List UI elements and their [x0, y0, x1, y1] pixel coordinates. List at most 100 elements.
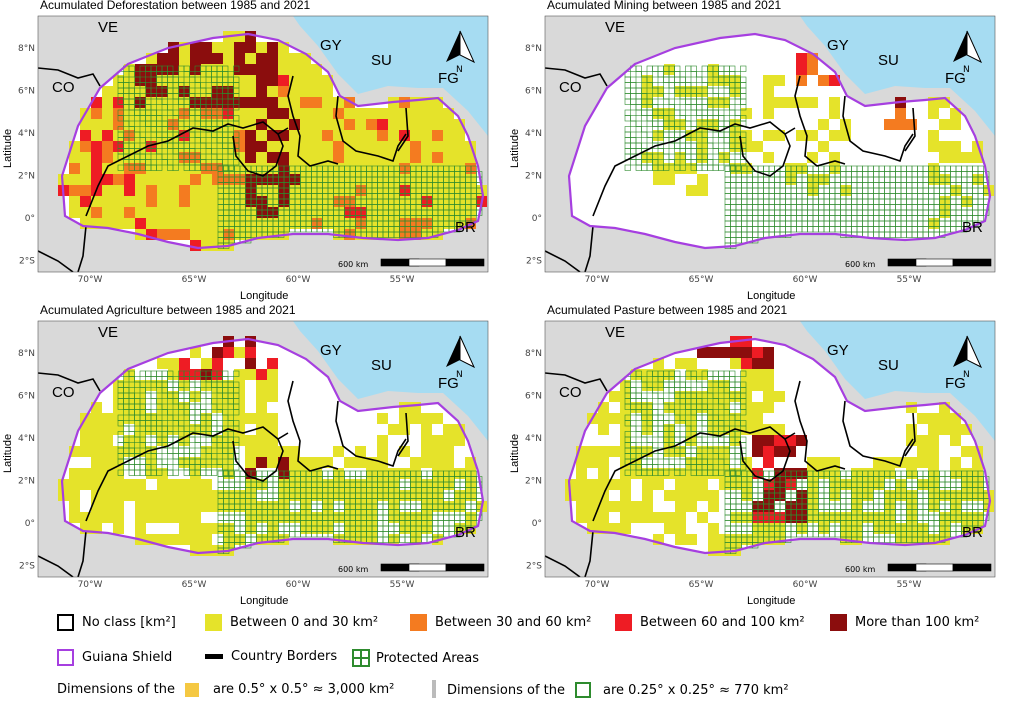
class-cell	[223, 523, 234, 534]
class-cell	[421, 130, 432, 141]
class-cell	[223, 413, 234, 424]
class-cell	[69, 196, 80, 207]
panel-title: Acumulated Agriculture between 1985 and …	[40, 303, 296, 317]
class-cell	[289, 446, 300, 457]
class-cell	[201, 413, 212, 424]
class-cell	[697, 490, 708, 501]
class-cell	[377, 490, 388, 501]
class-cell	[686, 413, 697, 424]
class-cell	[377, 413, 388, 424]
class-cell	[289, 141, 300, 152]
class-cell	[377, 130, 388, 141]
class-cell	[388, 479, 399, 490]
class-cell	[135, 490, 146, 501]
class-cell	[168, 86, 179, 97]
class-cell	[410, 413, 421, 424]
class-cell	[135, 163, 146, 174]
class-cell	[289, 196, 300, 207]
class-cell	[388, 534, 399, 545]
class-cell	[245, 75, 256, 86]
class-cell	[212, 446, 223, 457]
class-cell	[344, 152, 355, 163]
protected-cell	[470, 215, 477, 222]
class-cell	[807, 152, 818, 163]
class-cell	[322, 141, 333, 152]
class-cell	[377, 468, 388, 479]
class-cell	[686, 501, 697, 512]
class-cell	[664, 369, 675, 380]
country-label-ve: VE	[98, 324, 118, 341]
x-tick-label: 70°W	[78, 580, 103, 590]
class-cell	[168, 174, 179, 185]
class-cell	[763, 108, 774, 119]
class-cell	[708, 119, 719, 130]
class-cell	[454, 424, 465, 435]
class-cell	[785, 435, 796, 446]
x-tick-label: 70°W	[585, 275, 610, 285]
class-cell	[267, 218, 278, 229]
class-cell	[642, 97, 653, 108]
class-cell	[135, 152, 146, 163]
class-cell	[917, 523, 928, 534]
class-cell	[333, 108, 344, 119]
class-cell	[223, 501, 234, 512]
class-cell	[741, 369, 752, 380]
class-cell	[69, 512, 80, 523]
class-cell	[300, 457, 311, 468]
class-cell	[399, 108, 410, 119]
class-cell	[278, 152, 289, 163]
class-cell	[377, 185, 388, 196]
class-cell	[917, 457, 928, 468]
country-label-su: SU	[878, 52, 899, 69]
class-cell	[719, 152, 730, 163]
class-cell	[256, 119, 267, 130]
protected-cell	[233, 104, 240, 111]
class-cell	[355, 141, 366, 152]
class-cell	[785, 163, 796, 174]
class-cell	[146, 512, 157, 523]
class-cell	[267, 97, 278, 108]
y-tick-label: 0°	[25, 519, 35, 529]
class-cell	[950, 185, 961, 196]
class-cell	[708, 380, 719, 391]
class-cell	[928, 108, 939, 119]
class-cell	[675, 534, 686, 545]
class-cell	[631, 446, 642, 457]
class-cell	[454, 163, 465, 174]
class-cell	[80, 141, 91, 152]
class-cell	[245, 64, 256, 75]
class-cell	[256, 479, 267, 490]
class-cell	[69, 174, 80, 185]
class-cell	[245, 501, 256, 512]
class-cell	[675, 523, 686, 534]
class-cell	[873, 479, 884, 490]
class-cell	[113, 108, 124, 119]
class-cell	[344, 490, 355, 501]
class-cell	[245, 468, 256, 479]
class-cell	[333, 468, 344, 479]
class-cell	[234, 42, 245, 53]
class-cell	[664, 446, 675, 457]
class-cell	[256, 218, 267, 229]
class-cell	[322, 457, 333, 468]
class-cell	[278, 218, 289, 229]
class-cell	[928, 130, 939, 141]
class-cell	[454, 490, 465, 501]
class-cell	[917, 435, 928, 446]
protected-cell	[740, 65, 747, 72]
class-cell	[91, 163, 102, 174]
class-cell	[157, 196, 168, 207]
class-cell	[223, 391, 234, 402]
class-cell	[300, 185, 311, 196]
class-cell	[774, 435, 785, 446]
class-cell	[113, 97, 124, 108]
class-cell	[245, 185, 256, 196]
class-cell	[190, 119, 201, 130]
class-cell	[146, 64, 157, 75]
class-cell	[234, 119, 245, 130]
class-cell	[146, 207, 157, 218]
class-cell	[212, 435, 223, 446]
class-cell	[366, 523, 377, 534]
class-cell	[333, 512, 344, 523]
class-cell	[190, 130, 201, 141]
